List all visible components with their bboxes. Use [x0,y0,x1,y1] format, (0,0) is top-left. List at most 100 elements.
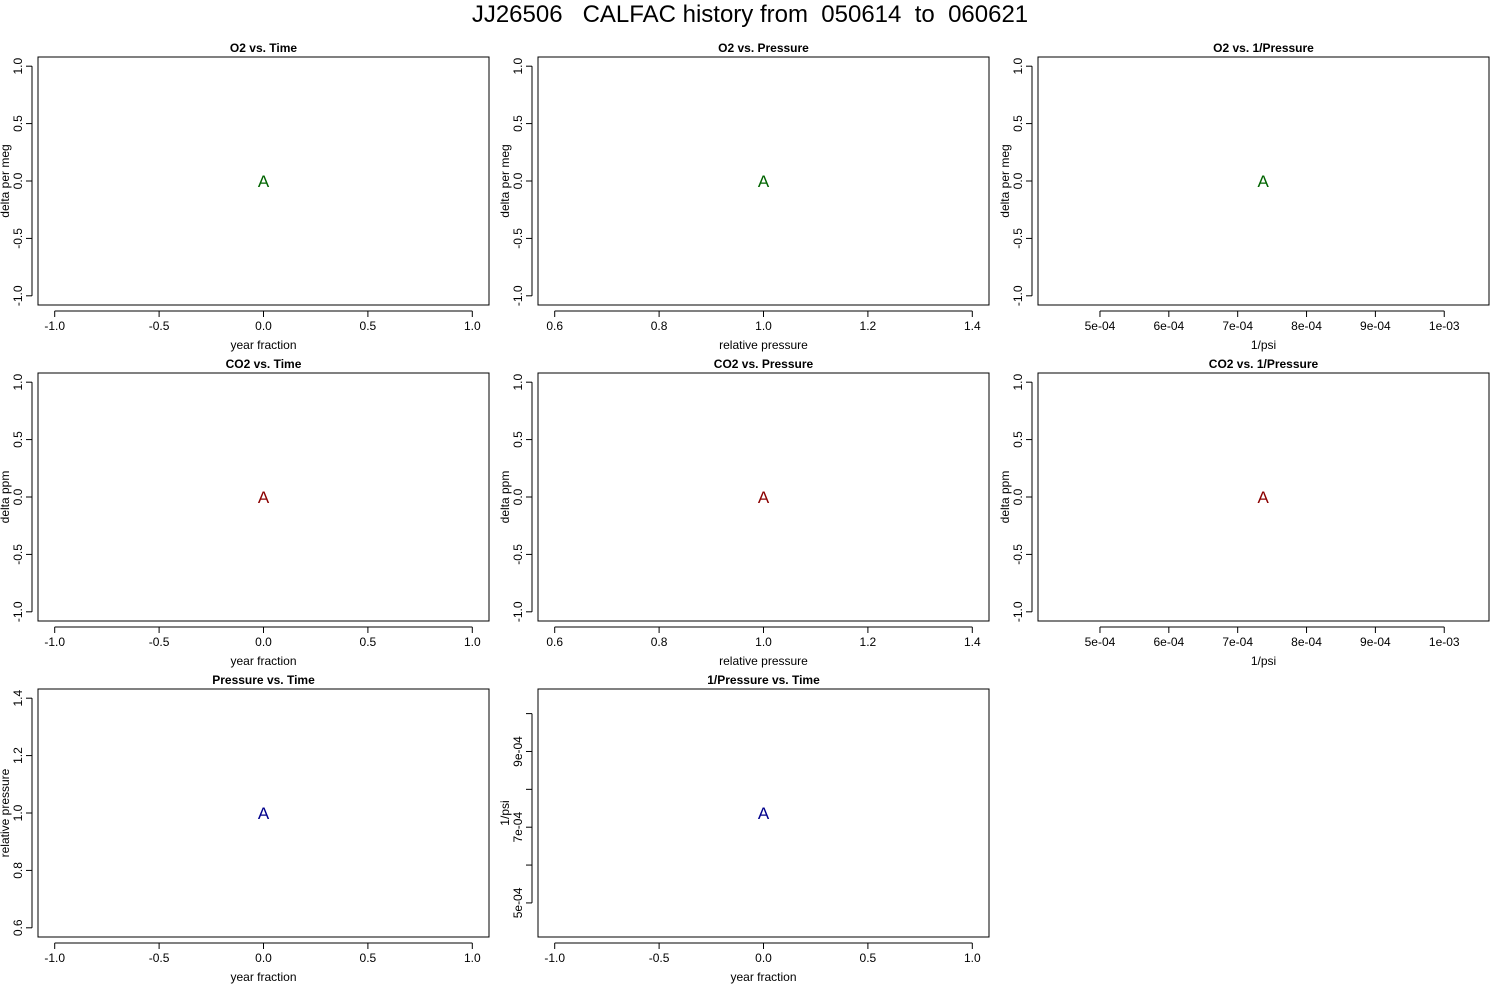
chart-panel-3: O2 vs. 1/Pressure 5e-04 6e-04 7e-04 8e-04 9e-… [998,41,1490,352]
y-axis-label: delta ppm [998,471,1012,524]
y-tick-label: 9e-04 [511,736,525,767]
y-axis-label: 1/psi [498,800,512,825]
y-tick-label: 0.0 [11,172,25,189]
x-tick-label: 0.6 [546,319,563,333]
x-tick-label: -0.5 [149,635,170,649]
x-tick-label: 7e-04 [1222,319,1253,333]
x-tick-label: 1.0 [964,951,981,965]
y-tick-label: -1.0 [511,601,525,622]
x-tick-label: 6e-04 [1153,635,1184,649]
chart-panel-4: CO2 vs. Time -1.0 -0.5 0.0 0.5 1.0 -1.0 -0.5 0.0… [0,357,490,668]
x-axis-label: 1/psi [1251,654,1276,668]
y-tick-label: 0.6 [11,919,25,936]
x-tick-label: 8e-04 [1291,635,1322,649]
page-title: JJ26506 CALFAC history from 050614 to 06… [471,1,1029,28]
plot-frame [537,688,990,938]
x-tick-label: -1.0 [44,319,65,333]
x-tick-label: -1.0 [544,951,565,965]
y-axis-label: delta ppm [498,471,512,524]
x-tick-label: -0.5 [149,951,170,965]
x-tick-label: 5e-04 [1085,635,1116,649]
chart-panel-2: O2 vs. Pressure 0.6 0.8 1.0 1.2 1.4 -1.0 -0.5 0.… [498,41,990,352]
x-tick-label: 1.0 [755,319,772,333]
y-tick-label: 1.0 [11,58,25,75]
x-tick-label: 0.5 [360,319,377,333]
x-tick-label: 1.0 [464,951,481,965]
x-tick-label: 8e-04 [1291,319,1322,333]
panel-title: 1/Pressure vs. Time [707,673,820,687]
y-tick-label: 0.0 [511,488,525,505]
x-tick-label: 0.0 [255,951,272,965]
x-tick-label: 0.5 [360,951,377,965]
chart-panel-7: Pressure vs. Time -1.0 -0.5 0.0 0.5 1.0 0.6 0.8… [0,673,490,984]
y-tick-label: -0.5 [11,228,25,249]
x-tick-label: 1.4 [964,319,981,333]
x-tick-label: 1e-03 [1429,319,1460,333]
y-axis-label: delta ppm [0,471,12,524]
chart-panel-1: O2 vs. Time -1.0 -0.5 0.0 0.5 1.0 -1.0 -0.5 0.0 0… [0,41,490,352]
y-tick-label: 1.0 [1011,58,1025,75]
y-tick-label: 0.5 [11,115,25,132]
x-axis-label: year fraction [230,338,296,352]
x-tick-label: 0.0 [755,951,772,965]
y-tick-label: -0.5 [11,544,25,565]
y-tick-label: 1.0 [1011,374,1025,391]
panel-title: CO2 vs. Pressure [714,357,814,371]
y-tick-label: 0.0 [11,488,25,505]
y-tick-label: -0.5 [511,228,525,249]
panel-title: O2 vs. Time [230,41,297,55]
y-tick-label: 0.5 [511,115,525,132]
y-tick-label: 0.5 [11,431,25,448]
data-point: A [758,172,770,191]
y-tick-label: 1.0 [511,58,525,75]
x-tick-label: -1.0 [44,635,65,649]
x-tick-label: 1e-03 [1429,635,1460,649]
y-tick-label: -1.0 [11,285,25,306]
y-tick-label: -1.0 [1011,601,1025,622]
y-tick-label: 1.4 [11,690,25,707]
x-tick-label: 6e-04 [1153,319,1184,333]
y-tick-label: -0.5 [1011,544,1025,565]
plot-frame [1037,372,1490,622]
x-axis-label: relative pressure [719,654,808,668]
panel-title: CO2 vs. 1/Pressure [1209,357,1319,371]
x-tick-label: 9e-04 [1360,635,1391,649]
data-point: A [758,488,770,507]
data-point: A [1257,488,1269,507]
x-tick-label: 0.5 [860,951,877,965]
y-axis-label: delta per meg [998,144,1012,217]
data-point: A [258,172,270,191]
x-axis-label: year fraction [230,654,296,668]
x-axis-label: relative pressure [719,338,808,352]
y-tick-label: -1.0 [1011,285,1025,306]
x-tick-label: 0.0 [255,635,272,649]
y-tick-label: 0.0 [1011,488,1025,505]
y-tick-label: 0.5 [1011,431,1025,448]
x-tick-label: 0.6 [546,635,563,649]
data-point: A [758,804,770,823]
y-tick-label: -1.0 [511,285,525,306]
chart-panel-5: CO2 vs. Pressure 0.6 0.8 1.0 1.2 1.4 -1.0 -0.5 0… [498,357,990,668]
x-tick-label: 5e-04 [1085,319,1116,333]
panel-title: O2 vs. Pressure [718,41,809,55]
x-axis-label: 1/psi [1251,338,1276,352]
y-tick-label: 0.0 [1011,172,1025,189]
x-tick-label: 1.4 [964,635,981,649]
y-tick-label: 5e-04 [511,887,525,918]
x-tick-label: 1.2 [860,319,877,333]
plot-frame [1037,56,1490,306]
data-point: A [258,488,270,507]
y-tick-label: 0.5 [1011,115,1025,132]
data-point: A [258,804,270,823]
y-tick-label: -0.5 [511,544,525,565]
y-tick-label: 1.0 [11,804,25,821]
panel-title: CO2 vs. Time [226,357,302,371]
x-axis-label: year fraction [730,970,796,984]
plot-frame [37,688,490,938]
plot-frame [537,56,990,306]
x-axis-label: year fraction [230,970,296,984]
y-tick-label: -1.0 [11,601,25,622]
plot-frame [37,372,490,622]
y-axis-label: delta per meg [498,144,512,217]
